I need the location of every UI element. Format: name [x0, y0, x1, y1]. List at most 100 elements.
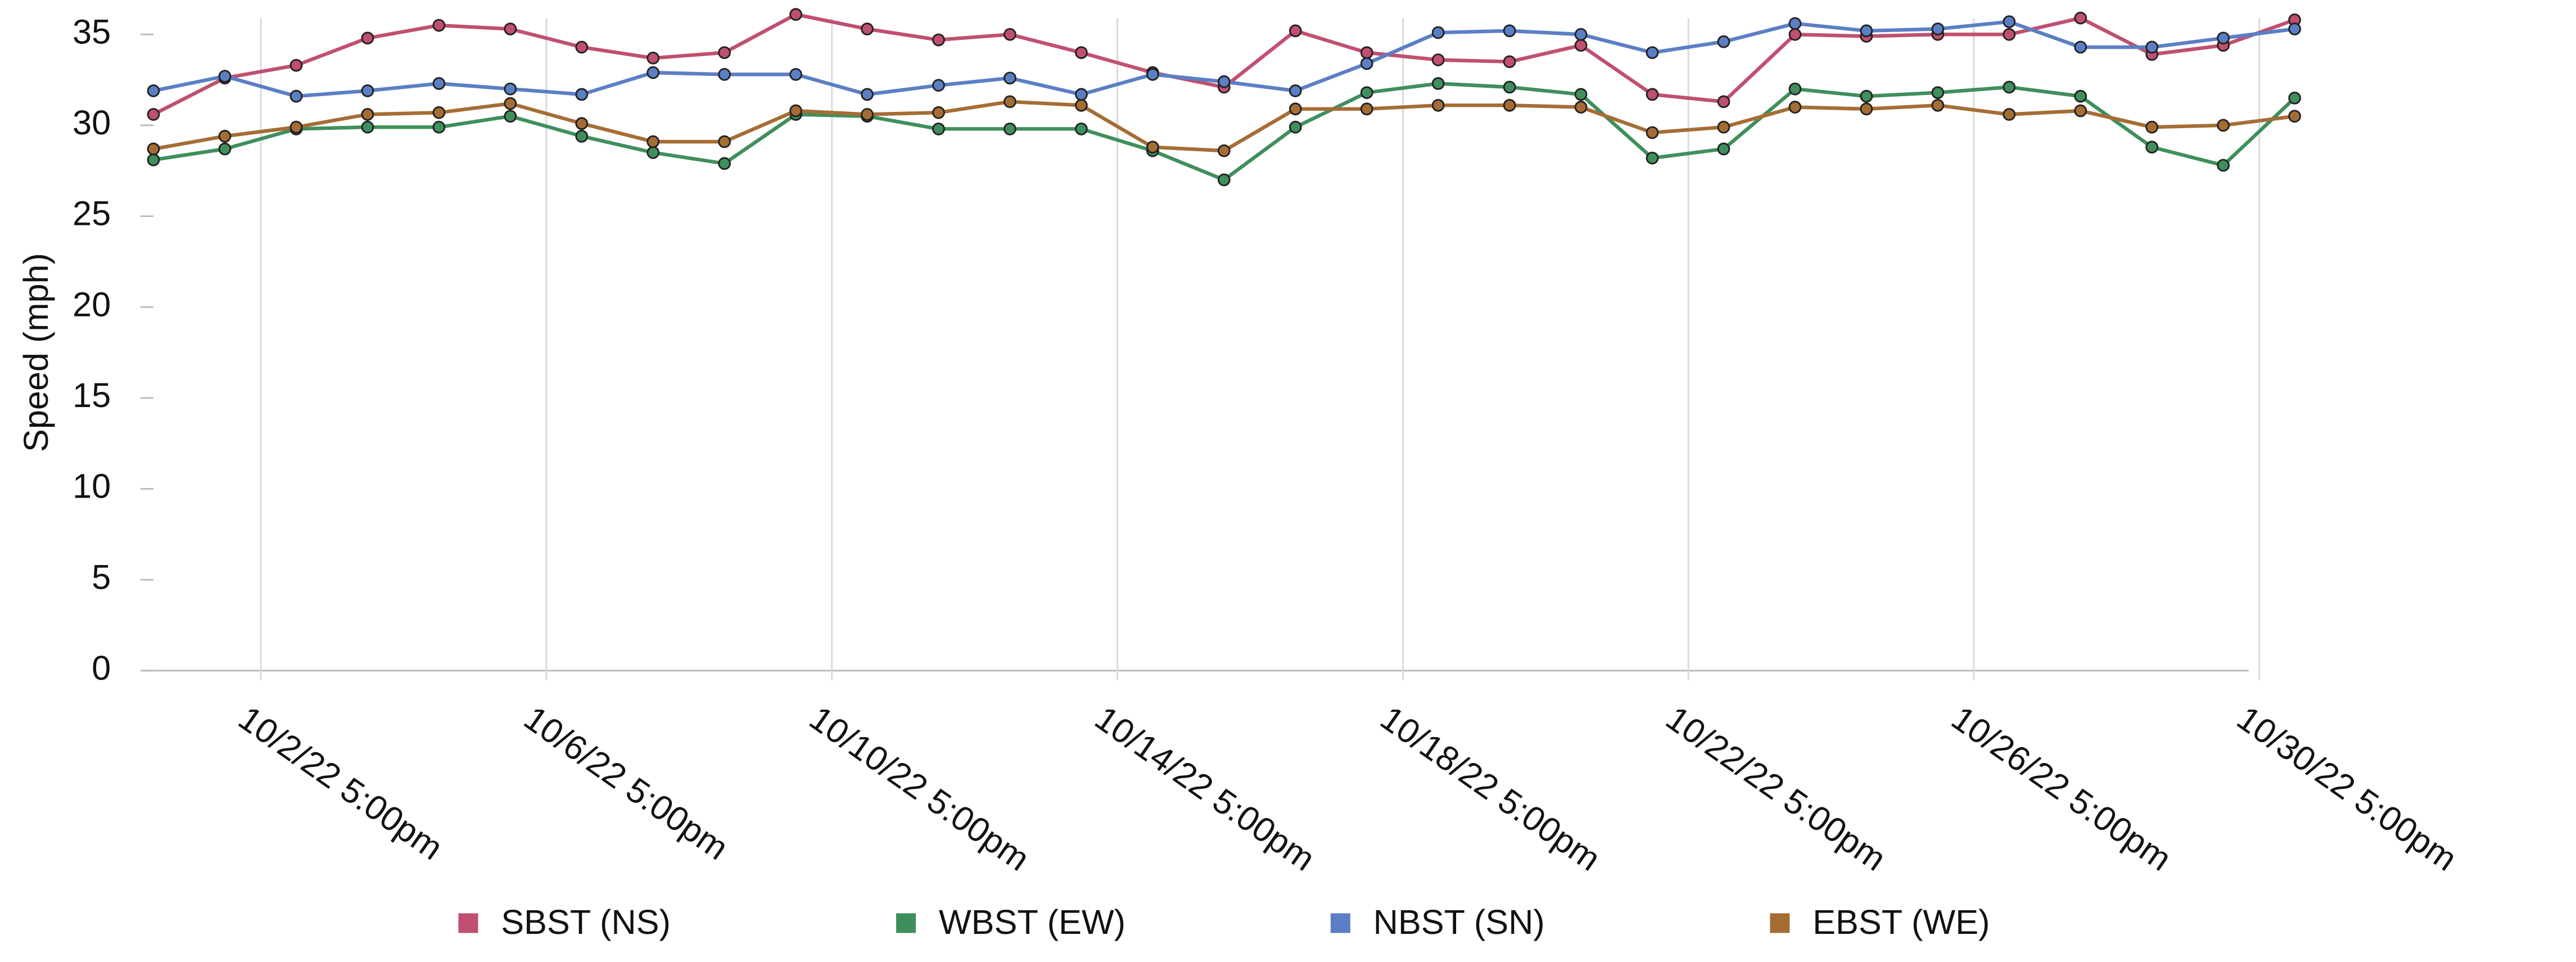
data-point: [432, 106, 446, 119]
data-point: [1788, 82, 1802, 96]
data-point: [575, 129, 589, 143]
data-point: [218, 142, 232, 156]
data-point: [147, 108, 160, 121]
x-tick-label: 10/14/22 5:00pm: [1088, 699, 1322, 878]
data-point: [1289, 120, 1302, 134]
data-point: [1074, 98, 1088, 112]
data-point: [1431, 98, 1445, 112]
data-point: [718, 135, 731, 148]
data-point: [290, 58, 303, 72]
data-point: [1931, 22, 1945, 35]
y-tick-label: 20: [73, 285, 111, 323]
data-point: [932, 33, 945, 47]
data-point: [1717, 35, 1730, 48]
data-point: [1788, 28, 1802, 41]
data-point: [147, 84, 160, 97]
data-point: [861, 88, 874, 101]
data-point: [2217, 31, 2230, 45]
data-point: [1360, 86, 1373, 100]
data-point: [1503, 98, 1516, 112]
data-point: [1646, 46, 1659, 59]
data-point: [1574, 39, 1588, 52]
data-point: [1931, 98, 1945, 112]
data-point: [1788, 101, 1802, 114]
legend-label: NBST (SN): [1373, 903, 1545, 941]
data-point: [1074, 122, 1088, 136]
data-point: [789, 104, 802, 118]
data-point: [361, 31, 374, 45]
data-point: [1574, 101, 1588, 114]
data-point: [2288, 22, 2301, 35]
x-tick-label: 10/26/22 5:00pm: [1945, 699, 2179, 878]
data-point: [1289, 24, 1302, 38]
y-tick-label: 35: [73, 12, 111, 51]
data-point: [1931, 86, 1945, 100]
data-point: [647, 146, 660, 159]
x-tick-label: 10/6/22 5:00pm: [517, 699, 735, 868]
data-point: [2145, 40, 2159, 54]
data-point: [1004, 71, 1016, 85]
data-point: [1574, 88, 1588, 101]
data-point: [2288, 110, 2301, 123]
data-point: [2145, 120, 2159, 134]
y-tick-label: 25: [73, 195, 111, 233]
x-tick-label: 10/2/22 5:00pm: [232, 699, 450, 868]
data-point: [504, 82, 517, 96]
data-point: [147, 142, 160, 156]
data-point: [504, 22, 517, 35]
data-point: [2217, 159, 2230, 172]
data-point: [932, 106, 945, 119]
data-point: [1646, 151, 1659, 165]
data-point: [1360, 46, 1373, 59]
data-point: [1146, 141, 1159, 154]
data-point: [1717, 142, 1730, 156]
data-point: [1860, 24, 1873, 38]
data-point: [1574, 28, 1588, 41]
data-point: [718, 157, 731, 170]
legend-swatch: [1330, 913, 1350, 933]
data-point: [2074, 40, 2087, 54]
data-point: [2217, 119, 2230, 132]
data-point: [861, 108, 874, 121]
data-point: [1004, 95, 1016, 109]
data-point: [1717, 95, 1730, 109]
y-tick-label: 10: [73, 467, 111, 505]
data-point: [1004, 122, 1016, 136]
y-tick-label: 0: [92, 649, 111, 687]
data-point: [647, 51, 660, 65]
data-point: [575, 88, 589, 101]
data-point: [361, 108, 374, 121]
y-tick-label: 30: [73, 103, 111, 142]
data-point: [1146, 67, 1159, 81]
data-point: [1004, 28, 1016, 41]
data-point: [2145, 141, 2159, 154]
data-point: [1074, 46, 1088, 59]
data-point: [1860, 102, 1873, 116]
data-point: [290, 120, 303, 134]
legend-swatch: [458, 913, 478, 933]
data-point: [2288, 92, 2301, 105]
data-point: [1360, 102, 1373, 116]
data-point: [432, 19, 446, 32]
data-point: [432, 77, 446, 90]
data-point: [1431, 53, 1445, 66]
data-point: [1289, 102, 1302, 116]
data-point: [861, 22, 874, 35]
data-point: [575, 117, 589, 130]
x-tick-label: 10/18/22 5:00pm: [1374, 699, 1608, 878]
data-point: [1360, 57, 1373, 70]
legend-label: EBST (WE): [1813, 903, 1990, 941]
data-point: [2074, 11, 2087, 25]
data-point: [1860, 89, 1873, 103]
y-tick-label: 5: [92, 558, 111, 596]
x-tick-label: 10/22/22 5:00pm: [1659, 699, 1893, 878]
data-point: [218, 70, 232, 83]
legend-swatch: [896, 913, 916, 933]
data-point: [504, 97, 517, 110]
data-point: [2074, 104, 2087, 118]
data-point: [1217, 144, 1231, 157]
y-axis-label: Speed (mph): [17, 253, 55, 452]
data-point: [1646, 126, 1659, 139]
x-tick-label: 10/10/22 5:00pm: [803, 699, 1037, 878]
